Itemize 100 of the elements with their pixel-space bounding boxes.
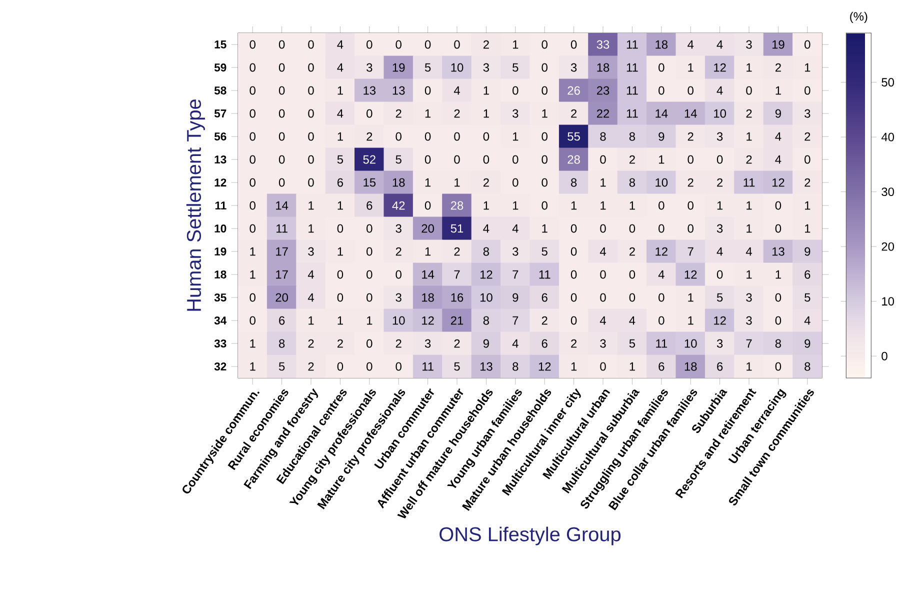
data-label: 2 xyxy=(396,339,402,348)
data-label: 2 xyxy=(746,109,752,118)
data-label: 12 xyxy=(772,178,784,187)
data-label: 0 xyxy=(250,63,256,72)
data-label: 1 xyxy=(746,63,752,72)
data-label: 6 xyxy=(366,201,372,210)
data-label: 11 xyxy=(626,63,638,72)
data-label: 3 xyxy=(600,339,606,348)
data-label: 5 xyxy=(424,63,431,72)
data-label: 9 xyxy=(658,132,664,141)
data-label: 0 xyxy=(629,270,636,279)
data-label: 0 xyxy=(424,86,431,95)
data-label: 22 xyxy=(596,109,610,118)
data-label: 0 xyxy=(658,316,664,325)
data-label: 1 xyxy=(425,109,431,118)
data-label: 42 xyxy=(392,201,405,210)
data-label: 4 xyxy=(308,270,314,279)
data-label: 4 xyxy=(308,293,314,302)
data-label: 0 xyxy=(396,132,402,141)
data-label: 2 xyxy=(542,316,548,325)
color-bar-label: 30 xyxy=(882,188,894,196)
data-label: 0 xyxy=(600,270,606,279)
data-label: 0 xyxy=(337,224,344,233)
data-label: 12 xyxy=(684,270,697,279)
y-tick-label: 11 xyxy=(215,202,226,210)
data-label: 3 xyxy=(396,293,402,302)
data-label: 5 xyxy=(337,155,344,164)
data-label: 18 xyxy=(422,293,434,302)
data-label: 11 xyxy=(626,109,638,118)
data-label: 0 xyxy=(600,362,606,371)
data-label: 2 xyxy=(396,247,402,256)
y-tick-label: 19 xyxy=(214,248,226,256)
data-label: 2 xyxy=(337,339,343,348)
data-label: 9 xyxy=(775,109,781,118)
data-label: 1 xyxy=(542,109,548,118)
data-label: 6 xyxy=(542,339,548,348)
data-label: 0 xyxy=(658,293,664,302)
color-bar-label: 50 xyxy=(882,78,894,87)
data-label: 8 xyxy=(600,132,606,141)
data-label: 13 xyxy=(480,362,492,371)
data-label: 11 xyxy=(626,86,638,95)
data-label: 0 xyxy=(250,40,256,49)
data-label: 4 xyxy=(746,247,752,256)
data-label: 0 xyxy=(250,178,256,187)
data-label: 8 xyxy=(571,178,577,187)
data-label: 0 xyxy=(775,316,782,325)
data-label: 10 xyxy=(714,109,726,118)
data-label: 0 xyxy=(424,201,431,210)
data-label: 0 xyxy=(396,270,402,279)
data-label: 5 xyxy=(396,155,402,164)
data-label: 0 xyxy=(396,362,402,371)
data-label: 2 xyxy=(571,109,577,118)
data-label: 4 xyxy=(716,247,723,256)
data-label: 0 xyxy=(250,109,256,118)
data-label: 0 xyxy=(804,40,810,49)
data-label: 0 xyxy=(337,362,344,371)
data-label: 8 xyxy=(512,362,518,371)
data-label: 4 xyxy=(600,247,606,256)
data-label: 3 xyxy=(424,339,431,348)
data-label: 0 xyxy=(512,178,518,187)
y-tick-label: 35 xyxy=(214,294,226,302)
data-label: 0 xyxy=(746,86,752,95)
data-label: 3 xyxy=(716,224,723,233)
data-label: 2 xyxy=(804,178,810,187)
y-axis-title: Human Settlement Type xyxy=(186,100,205,311)
data-label: 0 xyxy=(775,362,782,371)
data-label: 15 xyxy=(364,178,376,187)
data-label: 3 xyxy=(804,109,810,118)
data-label: 1 xyxy=(513,201,518,210)
data-label: 1 xyxy=(425,178,431,187)
data-label: 0 xyxy=(570,224,577,233)
data-label: 1 xyxy=(776,270,781,279)
data-label: 1 xyxy=(717,201,723,210)
y-tick-label: 10 xyxy=(214,224,226,232)
data-label: 0 xyxy=(775,293,782,302)
data-label: 12 xyxy=(714,63,726,72)
data-label: 0 xyxy=(512,155,518,164)
color-bar-title: (%) xyxy=(850,12,868,24)
data-label: 0 xyxy=(366,339,372,348)
data-label: 0 xyxy=(688,86,694,95)
data-label: 51 xyxy=(450,224,464,233)
data-label: 2 xyxy=(775,63,781,72)
data-label: 10 xyxy=(480,293,492,302)
data-label: 0 xyxy=(424,132,431,141)
data-label: 0 xyxy=(716,155,723,164)
data-label: 2 xyxy=(717,178,723,187)
data-label: 0 xyxy=(424,40,431,49)
data-label: 1 xyxy=(338,201,343,210)
data-label: 0 xyxy=(542,155,548,164)
y-tick-label: 18 xyxy=(214,270,226,278)
data-label: 0 xyxy=(396,40,402,49)
data-label: 0 xyxy=(600,155,606,164)
data-label: 1 xyxy=(746,362,752,371)
data-label: 2 xyxy=(454,339,460,348)
data-label: 8 xyxy=(279,339,285,348)
data-label: 1 xyxy=(250,247,256,256)
data-label: 0 xyxy=(366,40,372,49)
data-label: 4 xyxy=(512,224,518,233)
data-label: 4 xyxy=(337,40,344,49)
data-label: 4 xyxy=(337,63,344,72)
